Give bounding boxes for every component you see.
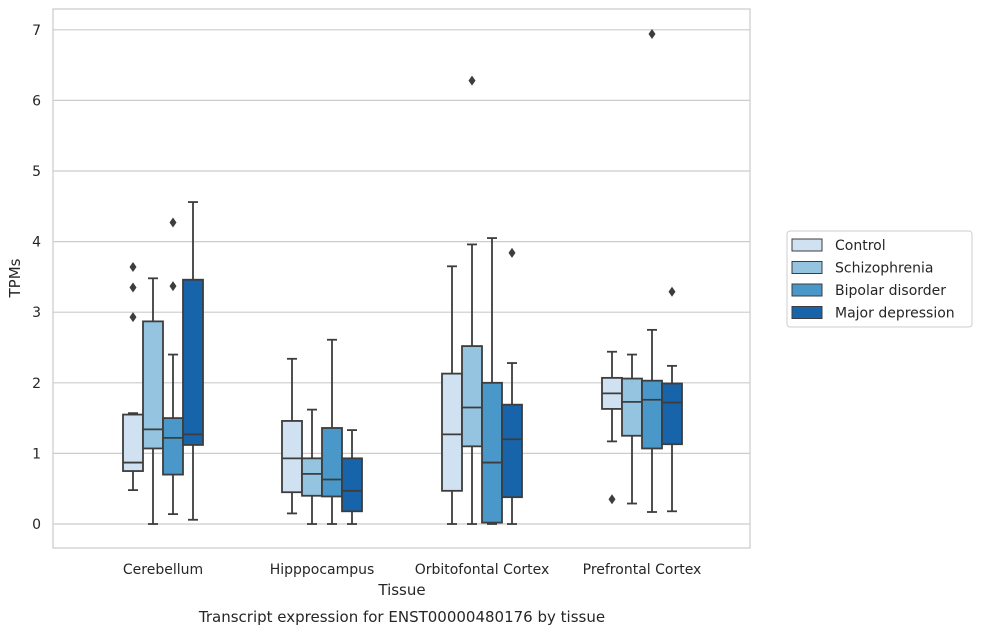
grid-layer xyxy=(53,29,750,525)
box-1-0 xyxy=(281,357,303,515)
box-body xyxy=(641,379,663,450)
x-tick-label-2: Orbitofontal Cortex xyxy=(415,562,550,578)
outlier-point xyxy=(648,29,656,40)
y-tick-label-5: 5 xyxy=(32,164,41,180)
legend-swatch-0 xyxy=(791,238,823,252)
box-body xyxy=(481,381,503,524)
legend-frame xyxy=(786,230,973,328)
legend-swatch-3 xyxy=(791,306,823,319)
box-body xyxy=(661,382,683,446)
box-body xyxy=(281,420,303,494)
box-0-0 xyxy=(122,262,144,492)
box-body xyxy=(182,278,204,446)
outlier-point xyxy=(608,494,616,505)
box-body xyxy=(341,457,363,513)
box-1-2 xyxy=(321,338,343,525)
box-2-1 xyxy=(461,75,483,525)
box-2-3 xyxy=(501,247,523,525)
box-3-0 xyxy=(601,350,623,505)
box-body xyxy=(142,320,164,450)
box-3-1 xyxy=(621,353,643,505)
box-2-0 xyxy=(441,265,463,525)
legend-label-1: Schizophrenia xyxy=(835,261,933,277)
box-body xyxy=(321,427,343,498)
legend-swatch-2 xyxy=(791,283,823,297)
box-body xyxy=(461,345,483,448)
y-tick-label-3: 3 xyxy=(32,305,41,321)
y-axis-title: TPMs xyxy=(6,258,24,298)
x-tick-label-3: Prefrontal Cortex xyxy=(583,562,702,578)
chart-caption: Transcript expression for ENST0000048017… xyxy=(198,608,605,626)
x-tick-label-0: Cerebellum xyxy=(123,562,203,578)
outlier-point xyxy=(508,247,516,258)
y-tick-label-2: 2 xyxy=(32,376,41,392)
box-0-3 xyxy=(182,201,204,521)
legend-swatch-1 xyxy=(791,261,823,274)
legend-label-0: Control xyxy=(835,238,886,254)
box-2-2 xyxy=(481,237,503,525)
box-body xyxy=(301,457,323,497)
legend-label-2: Bipolar disorder xyxy=(835,283,946,299)
outlier-point xyxy=(129,262,137,273)
y-tick-label-1: 1 xyxy=(32,446,41,462)
x-tick-label-1: Hipppocampus xyxy=(270,562,375,578)
x-tick-labels: Cerebellum Hipppocampus Orbitofontal Corte… xyxy=(123,562,701,578)
box-0-1 xyxy=(142,277,164,525)
x-axis-title: Tissue xyxy=(377,581,425,599)
y-tick-label-7: 7 xyxy=(32,23,41,39)
box-1-3 xyxy=(341,429,363,525)
y-tick-labels: 0 1 2 3 4 5 6 7 xyxy=(32,23,41,533)
box-body xyxy=(621,377,643,437)
outlier-point xyxy=(169,217,177,228)
box-body xyxy=(441,372,463,492)
outlier-point xyxy=(169,281,177,292)
plot-frame xyxy=(52,8,751,549)
box-body xyxy=(501,403,523,499)
outlier-point xyxy=(468,75,476,86)
outlier-point xyxy=(668,286,676,297)
box-3-3 xyxy=(661,286,683,513)
box-1-1 xyxy=(301,408,323,525)
y-tick-label-0: 0 xyxy=(32,517,41,533)
legend-label-3: Major depression xyxy=(835,306,955,322)
box-layer xyxy=(122,29,683,525)
y-tick-label-6: 6 xyxy=(32,93,41,109)
y-tick-label-4: 4 xyxy=(32,235,41,251)
box-body xyxy=(162,417,184,476)
legend: Control Schizophrenia Bipolar disorder Majo… xyxy=(786,230,973,328)
box-0-2 xyxy=(162,217,184,516)
outlier-point xyxy=(129,312,137,323)
box-3-2 xyxy=(641,29,663,513)
outlier-point xyxy=(129,282,137,293)
